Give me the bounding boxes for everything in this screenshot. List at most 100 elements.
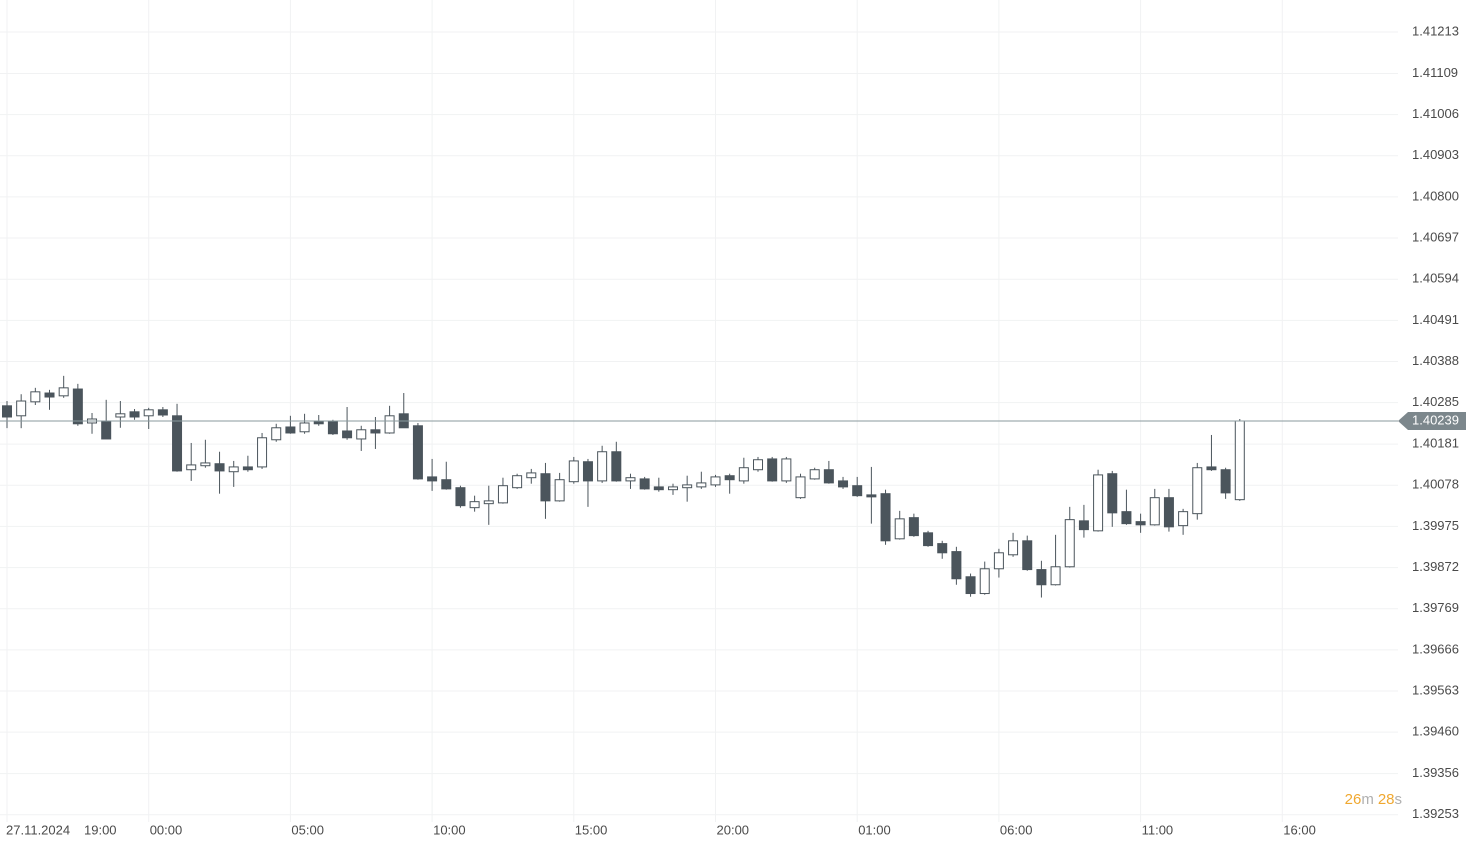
y-tick-label: 1.39460 xyxy=(1412,724,1459,739)
y-tick-label: 1.39872 xyxy=(1412,559,1459,574)
candle-body xyxy=(894,518,905,540)
x-tick-label: 00:00 xyxy=(150,822,183,837)
countdown: 26m 28s xyxy=(1345,791,1402,808)
last-price-label: 1.40239 xyxy=(1412,412,1459,427)
x-tick-label: 15:00 xyxy=(575,822,608,837)
countdown-part: s xyxy=(1395,791,1403,808)
candle-body xyxy=(299,422,310,433)
y-tick-label: 1.40181 xyxy=(1412,436,1459,451)
y-tick-label: 1.39563 xyxy=(1412,682,1459,697)
candle-body xyxy=(200,462,211,467)
x-tick-label: 19:00 xyxy=(84,822,117,837)
candle-body xyxy=(129,411,140,418)
candle-body xyxy=(682,484,693,489)
y-tick-label: 1.39253 xyxy=(1412,806,1459,821)
candle-body xyxy=(795,476,806,499)
candle-body xyxy=(639,478,650,490)
y-tick-label: 1.40697 xyxy=(1412,229,1459,244)
candle-body xyxy=(370,429,381,434)
x-tick-label: 01:00 xyxy=(858,822,891,837)
y-tick-label: 1.40594 xyxy=(1412,271,1459,286)
candle-body xyxy=(1163,497,1174,528)
candle-body xyxy=(1206,466,1217,471)
candle-body xyxy=(512,475,523,489)
candle-body xyxy=(724,475,735,481)
candle-body xyxy=(582,461,593,482)
candle-body xyxy=(526,472,537,479)
candle-body xyxy=(852,485,863,497)
candle-body xyxy=(1093,474,1104,532)
candle-body xyxy=(1064,519,1075,568)
candle-body xyxy=(342,430,353,439)
y-tick-label: 1.40388 xyxy=(1412,353,1459,368)
candle-body xyxy=(993,552,1004,570)
x-tick-label: 06:00 xyxy=(1000,822,1033,837)
candle-body xyxy=(923,532,934,547)
candle-body xyxy=(1135,521,1146,526)
candle-body xyxy=(568,460,579,483)
candle-body xyxy=(951,551,962,580)
candle-body xyxy=(157,409,168,416)
candle-body xyxy=(58,387,69,397)
candle-body xyxy=(327,421,338,435)
y-tick-label: 1.40078 xyxy=(1412,477,1459,492)
candle-body xyxy=(186,464,197,471)
candle-body xyxy=(214,463,225,472)
y-tick-label: 1.41109 xyxy=(1412,65,1458,80)
y-tick-label: 1.40800 xyxy=(1412,188,1459,203)
y-tick-label: 1.40903 xyxy=(1412,147,1459,162)
candle-body xyxy=(823,469,834,484)
candle-body xyxy=(809,469,820,480)
candle-body xyxy=(1050,566,1061,586)
candle-body xyxy=(1022,540,1033,571)
x-tick-label: 05:00 xyxy=(291,822,324,837)
candle-body xyxy=(611,451,622,482)
x-tick-label: 16:00 xyxy=(1283,822,1316,837)
y-tick-label: 1.41006 xyxy=(1412,106,1459,121)
candle-body xyxy=(1107,473,1118,514)
candle-body xyxy=(172,415,183,472)
candle-body xyxy=(1121,511,1132,525)
candle-body xyxy=(1234,420,1245,501)
candle-body xyxy=(16,400,27,417)
x-date-label: 27.11.2024 xyxy=(6,822,70,837)
candle-body xyxy=(597,451,608,482)
axis-labels: 1.41213 1.41109 1.41006 1.40903 1.40800 1.406… xyxy=(6,23,1466,837)
y-tick-label: 1.39769 xyxy=(1412,600,1459,615)
candle-body xyxy=(384,415,395,434)
candle-body xyxy=(1192,467,1203,515)
candle-body xyxy=(285,426,296,434)
y-tick-label: 1.41213 xyxy=(1412,23,1459,38)
grid xyxy=(0,0,1398,822)
y-tick-label: 1.39975 xyxy=(1412,518,1459,533)
candle-body xyxy=(257,437,268,468)
candle-body xyxy=(753,459,764,471)
y-tick-label: 1.40491 xyxy=(1412,312,1459,327)
candle-body xyxy=(738,467,749,482)
candle-body xyxy=(143,409,154,417)
candle-body xyxy=(1008,540,1019,556)
candle-body xyxy=(781,458,792,482)
candle-body xyxy=(356,429,367,440)
candle-body xyxy=(1078,520,1089,531)
candle-body xyxy=(2,405,12,418)
candle-body xyxy=(965,576,976,595)
candle-body xyxy=(101,420,112,440)
candle-body xyxy=(1036,569,1047,586)
candle-body xyxy=(228,466,239,473)
y-tick-label: 1.39356 xyxy=(1412,765,1459,780)
candle-body xyxy=(540,473,551,502)
candle-body xyxy=(44,392,55,398)
candle-body xyxy=(412,425,423,480)
countdown-part: 26 xyxy=(1345,791,1362,808)
candles xyxy=(0,375,1398,598)
last-price-tag xyxy=(1398,411,1466,430)
candle-body xyxy=(653,486,664,491)
candle-body xyxy=(469,501,480,509)
candle-body xyxy=(497,485,508,504)
candle-body xyxy=(271,427,282,441)
candle-body xyxy=(554,479,565,502)
candle-body xyxy=(710,476,721,486)
